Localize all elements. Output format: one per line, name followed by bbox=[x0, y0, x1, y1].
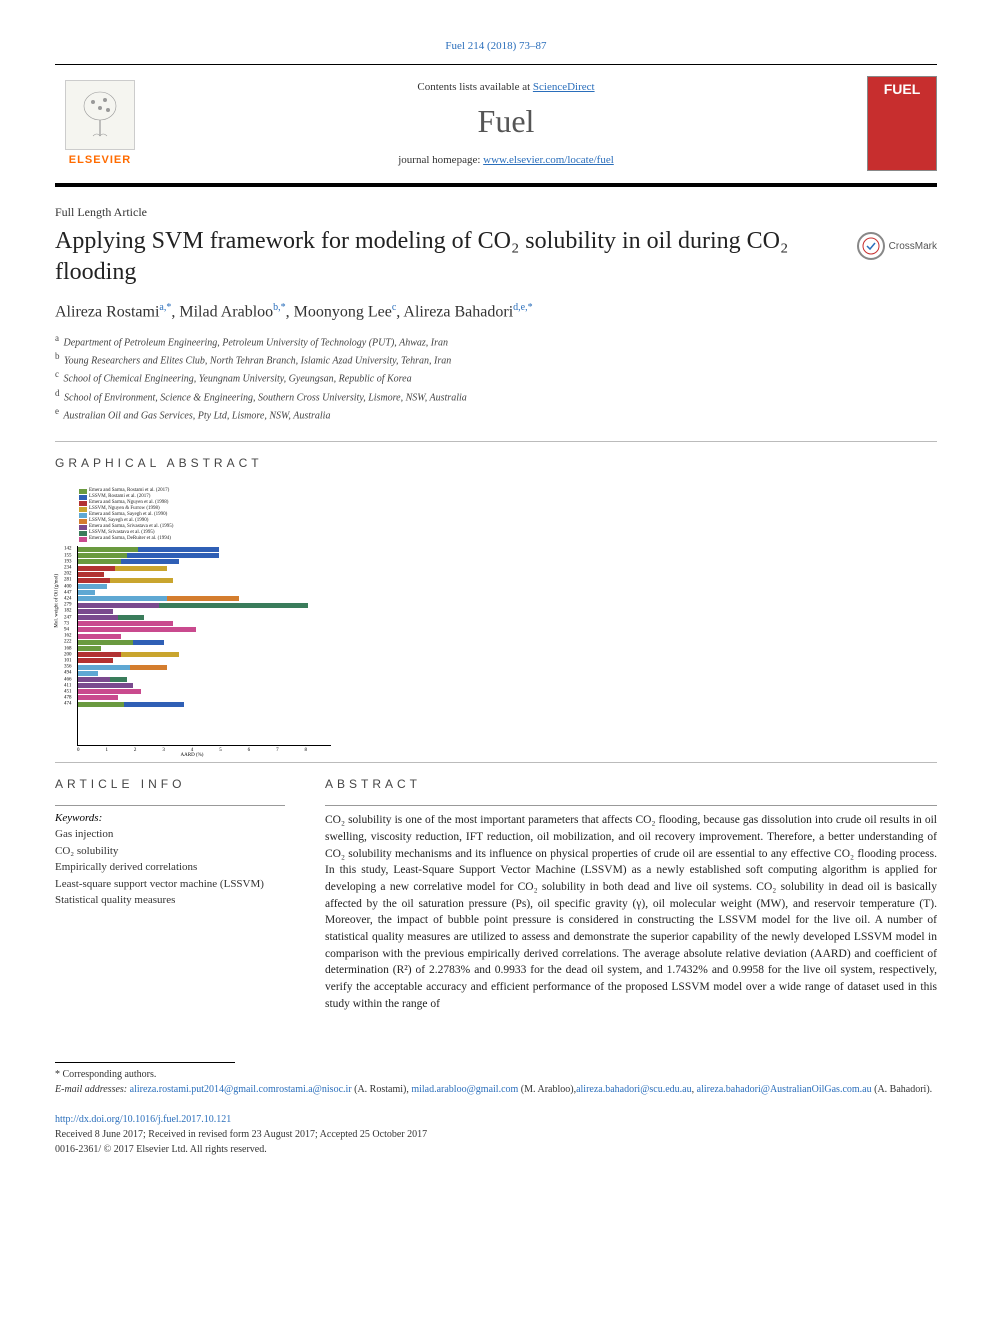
graphical-abstract-chart: Emera and Sarma, Rostami et al. (2017)LS… bbox=[55, 484, 335, 744]
affiliation-line: a Department of Petroleum Engineering, P… bbox=[55, 332, 937, 350]
keyword: Gas injection bbox=[55, 826, 285, 843]
keyword: Statistical quality measures bbox=[55, 892, 285, 909]
email-link[interactable]: alireza.bahadori@AustralianOilGas.com.au bbox=[697, 1084, 872, 1095]
contents-available: Contents lists available at ScienceDirec… bbox=[145, 81, 867, 93]
doi-link[interactable]: http://dx.doi.org/10.1016/j.fuel.2017.10… bbox=[55, 1114, 231, 1125]
keyword: Least-square support vector machine (LSS… bbox=[55, 876, 285, 893]
author-list: Alireza Rostamia,*, Milad Arabloob,*, Mo… bbox=[55, 302, 937, 321]
crossmark-badge[interactable]: CrossMark bbox=[857, 232, 937, 260]
page-footer: * Corresponding authors. E-mail addresse… bbox=[55, 1062, 937, 1157]
copyright: 0016-2361/ © 2017 Elsevier Ltd. All righ… bbox=[55, 1142, 937, 1157]
sciencedirect-link[interactable]: ScienceDirect bbox=[533, 81, 595, 93]
affiliation-line: c School of Chemical Engineering, Yeungn… bbox=[55, 368, 937, 386]
journal-name: Fuel bbox=[145, 103, 867, 140]
crossmark-label: CrossMark bbox=[889, 241, 937, 252]
email-link[interactable]: milad.arabloo@gmail.com bbox=[411, 1084, 518, 1095]
citation-header: Fuel 214 (2018) 73–87 bbox=[55, 40, 937, 52]
email-link[interactable]: rostami.a@nisoc.ir bbox=[276, 1084, 352, 1095]
keywords-list: Gas injectionCO₂ solubilityEmpirically d… bbox=[55, 826, 285, 909]
email-addresses: E-mail addresses: alireza.rostami.put201… bbox=[55, 1082, 937, 1097]
abstract-text: CO₂ solubility is one of the most import… bbox=[325, 812, 937, 1012]
email-link[interactable]: alireza.bahadori@scu.edu.au bbox=[576, 1084, 692, 1095]
journal-header: ELSEVIER Contents lists available at Sci… bbox=[55, 64, 937, 173]
homepage-link[interactable]: www.elsevier.com/locate/fuel bbox=[483, 154, 614, 166]
corresponding-note: * Corresponding authors. bbox=[55, 1067, 937, 1082]
crossmark-icon bbox=[857, 232, 885, 260]
elsevier-logo: ELSEVIER bbox=[55, 73, 145, 173]
journal-cover-thumbnail: FUEL bbox=[867, 76, 937, 171]
affiliation-line: d School of Environment, Science & Engin… bbox=[55, 387, 937, 405]
article-info-label: ARTICLE INFO bbox=[55, 777, 285, 791]
header-rule bbox=[55, 183, 937, 187]
elsevier-tree-icon bbox=[65, 80, 135, 150]
keyword: CO₂ solubility bbox=[55, 843, 285, 860]
email-link[interactable]: alireza.rostami.put2014@gmail.com bbox=[130, 1084, 276, 1095]
abstract-label: ABSTRACT bbox=[325, 777, 937, 791]
keyword: Empirically derived correlations bbox=[55, 859, 285, 876]
affiliations: a Department of Petroleum Engineering, P… bbox=[55, 332, 937, 424]
elsevier-wordmark: ELSEVIER bbox=[69, 154, 131, 166]
journal-homepage: journal homepage: www.elsevier.com/locat… bbox=[145, 154, 867, 166]
affiliation-line: b Young Researchers and Elites Club, Nor… bbox=[55, 350, 937, 368]
article-type: Full Length Article bbox=[55, 205, 937, 220]
article-title: Applying SVM framework for modeling of C… bbox=[55, 226, 837, 288]
cover-title: FUEL bbox=[884, 81, 921, 97]
graphical-abstract-label: GRAPHICAL ABSTRACT bbox=[55, 456, 937, 470]
keywords-header: Keywords: bbox=[55, 812, 285, 824]
article-history: Received 8 June 2017; Received in revise… bbox=[55, 1127, 937, 1142]
affiliation-line: e Australian Oil and Gas Services, Pty L… bbox=[55, 405, 937, 423]
